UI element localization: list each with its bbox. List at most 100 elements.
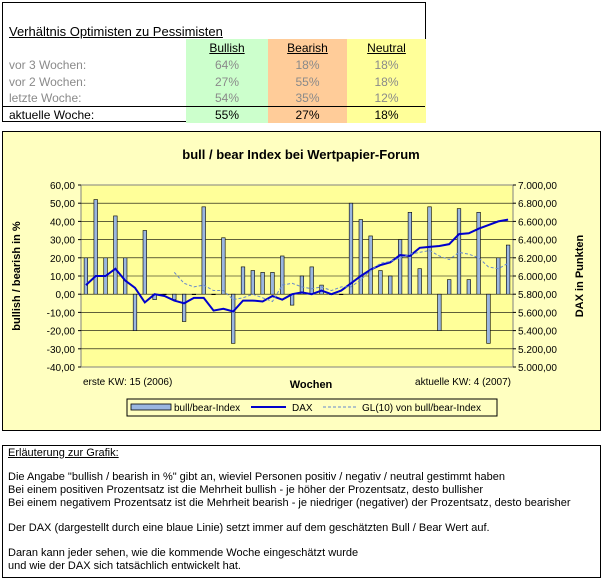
legend: bull/bear-Index DAX GL(10) von bull/bear… — [126, 398, 498, 417]
bull-bear-bar — [378, 270, 383, 295]
y2-tick-label: 6.200,00 — [518, 254, 557, 265]
bull-bear-bar — [260, 272, 265, 295]
legend-label-gl: GL(10) von bull/bear-Index — [362, 403, 481, 414]
explanation-line: und wie der DAX sich tatsächlich entwick… — [8, 560, 241, 572]
bull-bear-bar — [132, 293, 138, 331]
y2-tick-label: 6.600,00 — [518, 217, 557, 228]
y2-axis-label: DAX in Punkten — [574, 234, 586, 317]
table-cell: 18% — [374, 74, 399, 89]
bullish-header: Bullish — [209, 41, 245, 55]
table-cell: 54% — [214, 91, 240, 105]
table-cell: 18% — [295, 58, 320, 72]
bull-bear-bar — [417, 268, 422, 295]
bull-bear-bar — [309, 266, 314, 295]
legend-box — [126, 398, 498, 417]
x-first-label: erste KW: 15 (2006) — [83, 377, 172, 388]
bull-bear-bar — [466, 279, 471, 295]
y2-tick-label: 5.200,00 — [518, 345, 557, 356]
bullish-column: Bullish 64% 27% 54% 55% — [186, 39, 268, 123]
bull-bear-bar — [368, 235, 373, 295]
row-label: vor 3 Wochen: — [9, 58, 87, 72]
row-label-current: aktuelle Woche: — [9, 107, 95, 122]
table-cell: 64% — [214, 58, 240, 72]
bull-bear-bar — [270, 272, 275, 295]
bull-bear-bar — [172, 293, 177, 300]
bull-bear-bar — [211, 293, 216, 295]
bull-bear-bar — [486, 293, 491, 344]
y-tick-label: -40,00 — [47, 363, 76, 374]
bearish-column: Bearish 18% 55% 35% 27% — [268, 39, 347, 123]
y2-tick-label: 6.000,00 — [518, 272, 557, 283]
table-cell: 12% — [374, 91, 399, 105]
bearish-header: Bearish — [287, 41, 328, 55]
neutral-column: Neutral 18% 18% 12% 18% — [347, 39, 426, 123]
bull-bear-bar — [142, 230, 147, 295]
x-axis-label: Wochen — [290, 379, 333, 391]
bull-bear-bar — [83, 257, 89, 295]
bull-bear-bar — [407, 212, 413, 295]
y-tick-label: -30,00 — [47, 345, 76, 356]
y-tick-label: 0,00 — [56, 290, 76, 301]
chart-title: bull / bear Index bei Wertpapier-Forum — [182, 147, 419, 162]
bull-bear-bar — [280, 255, 285, 295]
table-cell: 18% — [374, 58, 399, 72]
bull-bear-bar — [397, 239, 403, 295]
ratio-table: Verhältnis Optimisten zu Pessimisten vor… — [2, 2, 426, 123]
table-cell: 55% — [295, 74, 320, 89]
y2-tick-label: 6.400,00 — [518, 236, 557, 247]
x-last-label: aktuelle KW: 4 (2007) — [415, 377, 511, 388]
row-label: vor 2 Wochen: — [9, 74, 87, 89]
bull-bear-bar — [299, 275, 305, 295]
bull-bear-bar — [348, 202, 354, 295]
bull-bear-bar — [162, 293, 167, 295]
bull-bear-bar — [250, 270, 255, 295]
table-cell-current: 27% — [295, 107, 320, 122]
bull-bear-bar — [437, 293, 442, 331]
explanation-line: Bei einem negativem Prozentsatz ist die … — [8, 497, 571, 509]
y-axis-label: bullish / bearish in % — [11, 221, 23, 331]
bull-bear-bar — [93, 199, 98, 295]
y-tick-label: 50,00 — [50, 199, 75, 210]
y-tick-label: 60,00 — [50, 181, 75, 192]
table-title: Verhältnis Optimisten zu Pessimisten — [9, 24, 223, 39]
y2-tick-label: 7.000,00 — [518, 181, 557, 192]
bull-bear-bar — [201, 206, 206, 295]
bull-bear-bar — [456, 208, 462, 295]
y-tick-label: 10,00 — [50, 272, 75, 283]
y-tick-label: -20,00 — [47, 327, 76, 338]
legend-label-index: bull/bear-Index — [174, 403, 240, 414]
table-cell: 35% — [295, 91, 320, 105]
y2-tick-label: 5.400,00 — [518, 327, 557, 338]
neutral-header: Neutral — [367, 41, 406, 55]
table-cell-current: 18% — [374, 107, 399, 122]
explanation-line: Der DAX (dargestellt durch eine blaue Li… — [8, 522, 490, 534]
explanation-line: Die Angabe "bullish / bearish in %" gibt… — [8, 471, 505, 483]
y-tick-label: 20,00 — [50, 254, 75, 265]
bull-bear-bar — [447, 279, 452, 295]
bull-bear-bar — [113, 215, 118, 295]
bull-bear-bar — [388, 275, 393, 295]
legend-bar-swatch — [130, 403, 172, 411]
y2-tick-label: 6.800,00 — [518, 199, 557, 210]
bull-bear-bar — [221, 237, 226, 295]
bull-bear-bar — [427, 206, 432, 295]
bull-bear-bar — [240, 266, 246, 295]
bull-bear-bar — [123, 257, 128, 295]
bull-bear-bar — [231, 293, 236, 344]
table-cell-current: 55% — [214, 107, 240, 122]
y2-tick-label: 5.800,00 — [518, 290, 557, 301]
bull-bear-bar — [339, 293, 344, 295]
y-tick-label: 30,00 — [50, 236, 75, 247]
bull-bear-bar — [358, 219, 363, 295]
bull-bear-bar — [181, 293, 187, 322]
chart-area: 60,00 50,00 40,00 30,00 20,00 10,00 0,00 -10,00… — [2, 131, 601, 431]
row-labels: vor 3 Wochen: vor 2 Wochen: letzte Woche… — [9, 57, 187, 123]
bull-bear-bar — [505, 244, 511, 295]
dax-line — [85, 218, 509, 313]
y-tick-label: -10,00 — [47, 308, 76, 319]
y-tick-label: 40,00 — [50, 217, 75, 228]
explanation-line: Bei einem positiven Prozentsatz ist die … — [8, 484, 484, 496]
bull-bear-bar — [476, 212, 481, 295]
chart-svg: 60,00 50,00 40,00 30,00 20,00 10,00 0,00 -10,00… — [11, 147, 586, 417]
bull-bear-bar — [191, 293, 197, 295]
